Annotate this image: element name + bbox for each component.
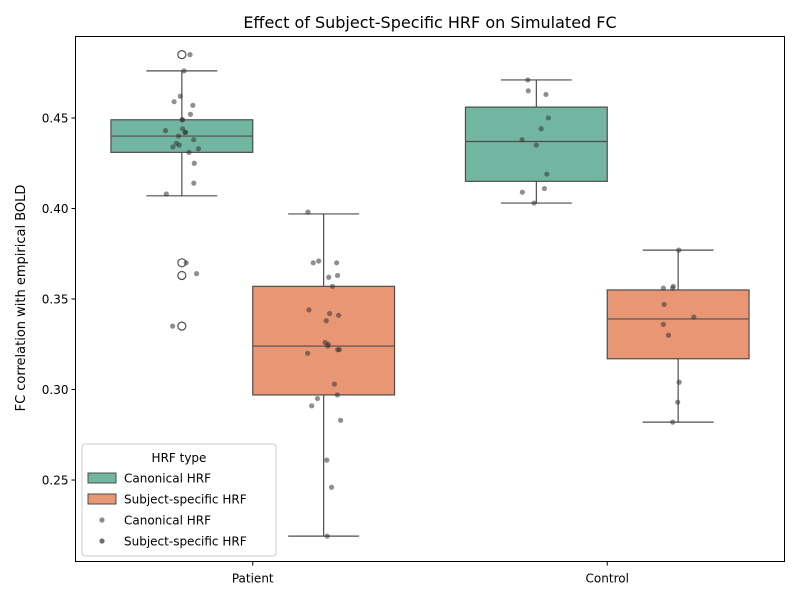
plot-area: 0.25 0.30 0.35 0.40 0.45 Patient Control (42, 50, 750, 586)
data-point (329, 283, 336, 289)
data-point (676, 247, 682, 253)
x-tick-label: Control (586, 572, 629, 586)
y-tick-label: 0.25 (42, 474, 69, 488)
data-point (326, 310, 333, 317)
data-point (691, 314, 697, 320)
y-tick-label: 0.40 (42, 202, 69, 216)
data-point (183, 129, 189, 136)
data-point (335, 347, 341, 353)
data-point (538, 126, 544, 132)
data-point (670, 419, 676, 425)
data-point (541, 185, 548, 192)
data-point (187, 111, 194, 117)
data-point (519, 189, 525, 195)
data-point (325, 343, 331, 349)
data-point (334, 272, 341, 279)
data-point (187, 52, 193, 58)
data-point (519, 137, 525, 143)
legend-entry-label: Subject-specific HRF (124, 493, 247, 507)
data-point (163, 191, 169, 197)
data-point (543, 91, 549, 98)
legend-title: HRF type (152, 451, 207, 465)
data-point (181, 68, 187, 74)
data-point (314, 395, 321, 402)
data-point (180, 117, 186, 123)
data-point (334, 392, 340, 398)
data-point (191, 180, 197, 186)
data-point (675, 399, 681, 405)
data-point (531, 200, 537, 206)
data-point (171, 99, 177, 105)
data-point (326, 274, 332, 280)
y-tick-label: 0.45 (42, 111, 69, 125)
data-point (162, 128, 169, 134)
data-point (190, 102, 196, 108)
outlier-marker (177, 321, 187, 331)
data-point (661, 301, 667, 308)
outlier-marker (177, 270, 187, 281)
data-point (324, 457, 330, 463)
data-point (525, 88, 531, 94)
data-point (193, 271, 200, 277)
data-point (660, 285, 666, 291)
legend-swatch-point (99, 517, 105, 523)
outlier-marker (177, 50, 187, 60)
data-point (525, 77, 531, 83)
data-point (191, 160, 197, 166)
data-point (670, 285, 676, 291)
data-point (336, 312, 342, 318)
data-point (660, 321, 666, 327)
legend-swatch-point (99, 538, 105, 544)
data-point (306, 307, 312, 313)
y-axis-label: FC correlation with empirical BOLD (14, 185, 29, 412)
data-point (545, 115, 551, 121)
data-point (176, 142, 182, 148)
data-point (305, 209, 311, 215)
data-point (175, 133, 182, 139)
data-point (544, 171, 550, 177)
data-point (323, 318, 329, 324)
data-point (316, 258, 322, 264)
axes-frame (75, 36, 785, 562)
legend: HRF type Canonical HRF Subject-specific HR… (81, 443, 277, 557)
data-point (305, 350, 311, 356)
data-point (191, 137, 197, 143)
data-point (170, 323, 176, 329)
legend-swatch-box (87, 493, 117, 505)
legend-frame (81, 443, 277, 557)
y-tick-label: 0.35 (42, 293, 69, 307)
data-point (177, 93, 183, 99)
data-point (334, 260, 340, 266)
data-point (310, 260, 316, 266)
data-point (170, 144, 176, 150)
legend-entry-label: Canonical HRF (124, 472, 211, 486)
data-point (331, 381, 338, 387)
data-point (183, 260, 189, 266)
data-point (337, 417, 344, 423)
data-point (186, 149, 192, 155)
box (606, 289, 750, 360)
y-tick-label: 0.30 (42, 383, 69, 397)
data-point (676, 379, 682, 385)
x-tick-label: Patient (232, 572, 274, 586)
data-point (195, 146, 202, 152)
legend-swatch-box (87, 472, 117, 484)
data-point (533, 142, 539, 148)
data-point (328, 484, 335, 490)
legend-entry-label: Canonical HRF (124, 514, 211, 528)
legend-entry-label: Subject-specific HRF (124, 535, 247, 549)
chart-title: Effect of Subject-Specific HRF on Simula… (243, 13, 616, 32)
data-point (324, 533, 330, 539)
data-point (665, 332, 672, 338)
data-point (309, 403, 315, 409)
